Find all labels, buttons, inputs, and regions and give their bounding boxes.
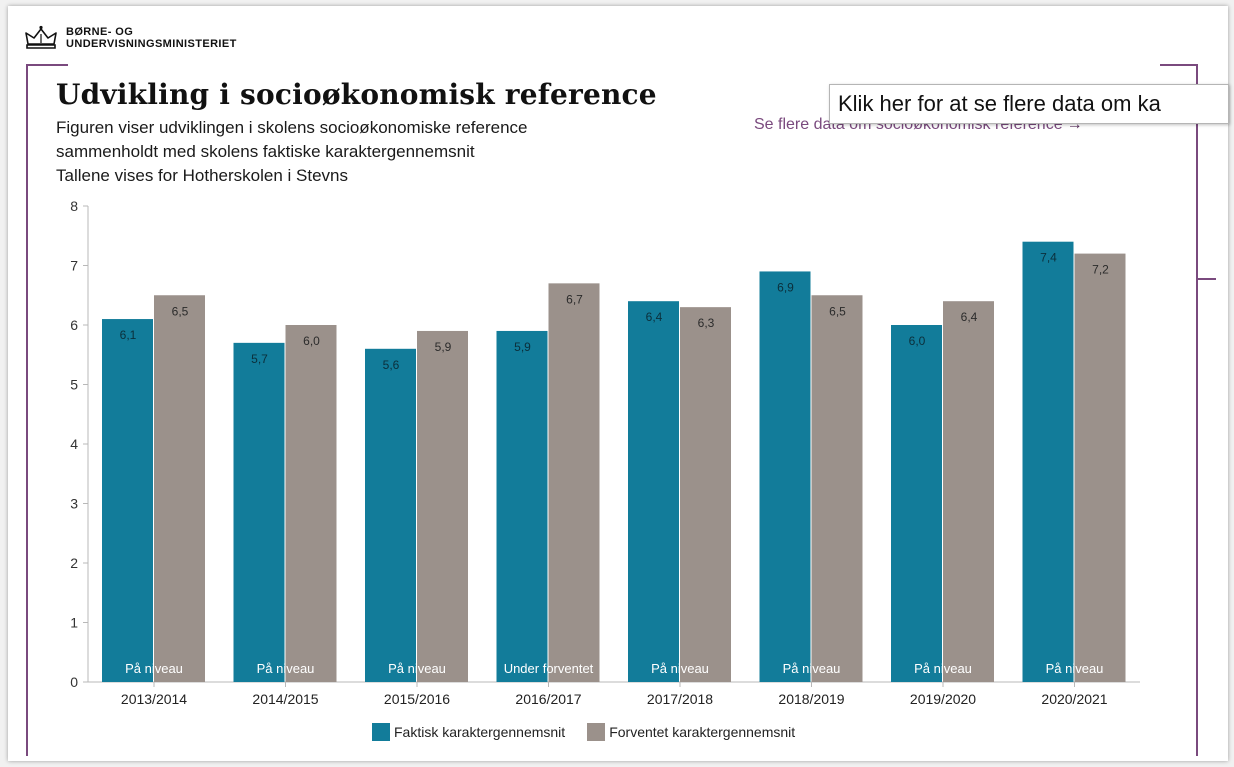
bracket-tick bbox=[1196, 278, 1216, 280]
x-tick-label: 2019/2020 bbox=[910, 691, 976, 707]
y-tick-label: 0 bbox=[70, 674, 78, 690]
status-label: På niveau bbox=[651, 661, 709, 676]
value-label-actual: 5,9 bbox=[514, 340, 531, 354]
y-tick-label: 1 bbox=[70, 615, 78, 631]
y-tick-label: 8 bbox=[70, 198, 78, 214]
bar-expected bbox=[943, 301, 994, 682]
chart-subtitle: Figuren viser udviklingen i skolens soci… bbox=[56, 116, 696, 188]
value-label-actual: 7,4 bbox=[1040, 251, 1057, 265]
legend-item-expected[interactable]: Forventet karaktergennemsnit bbox=[587, 723, 795, 741]
legend-swatch-actual bbox=[372, 723, 390, 741]
x-tick-label: 2013/2014 bbox=[121, 691, 187, 707]
crown-icon bbox=[25, 25, 57, 49]
subtitle-line: sammenholdt med skolens faktiske karakte… bbox=[56, 142, 475, 161]
bar-expected bbox=[417, 330, 468, 682]
value-label-expected: 6,3 bbox=[698, 316, 715, 330]
logo-line-2: UNDERVISNINGSMINISTERIET bbox=[66, 38, 237, 50]
status-label: På niveau bbox=[1046, 661, 1104, 676]
y-tick-label: 7 bbox=[70, 258, 78, 274]
value-label-actual: 6,4 bbox=[646, 310, 663, 324]
bar-actual bbox=[233, 342, 285, 682]
bar-expected bbox=[680, 307, 731, 682]
legend-label-expected: Forventet karaktergennemsnit bbox=[609, 724, 796, 740]
value-label-expected: 5,9 bbox=[435, 340, 452, 354]
status-label: På niveau bbox=[783, 661, 841, 676]
bar-expected bbox=[1074, 253, 1126, 682]
left-bracket-divider bbox=[26, 64, 68, 756]
value-label-actual: 6,1 bbox=[120, 328, 137, 342]
status-label: På niveau bbox=[125, 661, 183, 676]
y-tick-label: 4 bbox=[70, 436, 78, 452]
bar-actual bbox=[891, 325, 942, 682]
value-label-expected: 7,2 bbox=[1092, 263, 1109, 277]
bar-expected bbox=[154, 295, 205, 682]
x-tick-label: 2018/2019 bbox=[778, 691, 844, 707]
logo-line-1: BØRNE- OG bbox=[66, 26, 134, 38]
status-label: På niveau bbox=[257, 661, 315, 676]
legend-swatch-expected bbox=[587, 723, 606, 741]
chart-legend: Faktisk karaktergennemsnit Forventet kar… bbox=[372, 723, 817, 741]
bar-expected bbox=[548, 283, 600, 682]
value-label-actual: 6,0 bbox=[909, 334, 926, 348]
legend-item-actual[interactable]: Faktisk karaktergennemsnit bbox=[372, 723, 565, 741]
x-tick-label: 2020/2021 bbox=[1041, 691, 1107, 707]
status-label: På niveau bbox=[914, 661, 972, 676]
y-tick-label: 2 bbox=[70, 555, 78, 571]
ministry-name: BØRNE- OG UNDERVISNINGSMINISTERIET bbox=[66, 26, 237, 50]
x-tick-label: 2014/2015 bbox=[252, 691, 318, 707]
value-label-expected: 6,5 bbox=[829, 304, 846, 318]
value-label-expected: 6,7 bbox=[566, 292, 583, 306]
x-tick-label: 2015/2016 bbox=[384, 691, 450, 707]
value-label-actual: 5,7 bbox=[251, 352, 268, 366]
link-tooltip: Klik her for at se flere data om ka bbox=[829, 84, 1229, 124]
status-label: Under forventet bbox=[504, 661, 594, 676]
bar-actual bbox=[628, 301, 679, 682]
value-label-expected: 6,0 bbox=[303, 334, 320, 348]
bar-actual bbox=[365, 348, 416, 682]
value-label-actual: 6,9 bbox=[777, 280, 794, 294]
x-tick-label: 2017/2018 bbox=[647, 691, 713, 707]
chart-title: Udvikling i socioøkonomisk reference bbox=[56, 78, 657, 111]
subtitle-line: Figuren viser udviklingen i skolens soci… bbox=[56, 118, 528, 137]
value-label-expected: 6,4 bbox=[961, 310, 978, 324]
y-tick-label: 5 bbox=[70, 377, 78, 393]
ministry-logo[interactable]: BØRNE- OG UNDERVISNINGSMINISTERIET bbox=[24, 24, 237, 52]
y-tick-label: 3 bbox=[70, 496, 78, 512]
bar-actual bbox=[496, 330, 548, 682]
legend-label-actual: Faktisk karaktergennemsnit bbox=[394, 724, 566, 740]
bar-actual bbox=[102, 319, 153, 682]
x-tick-label: 2016/2017 bbox=[515, 691, 581, 707]
bar-expected bbox=[811, 295, 863, 682]
value-label-actual: 5,6 bbox=[383, 358, 400, 372]
right-bracket-divider bbox=[1160, 64, 1198, 756]
y-tick-label: 6 bbox=[70, 317, 78, 333]
bar-actual bbox=[1022, 241, 1074, 682]
bar-expected bbox=[285, 325, 337, 682]
status-label: På niveau bbox=[388, 661, 446, 676]
value-label-expected: 6,5 bbox=[172, 304, 189, 318]
subtitle-line: Tallene vises for Hotherskolen i Stevns bbox=[56, 166, 348, 185]
bar-actual bbox=[759, 271, 811, 682]
